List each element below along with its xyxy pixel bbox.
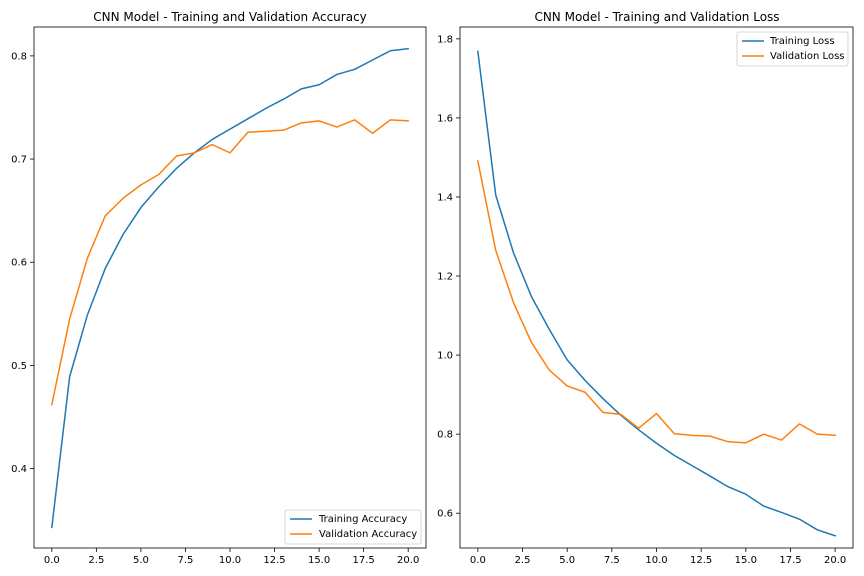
loss-x-tick-label: 12.5 (690, 555, 712, 566)
loss-x-tick-label: 2.5 (515, 555, 531, 566)
loss-y-tick-label: 0.6 (437, 509, 453, 520)
series-line-validation-loss (476, 160, 836, 444)
accuracy-x-tick-label: 17.5 (353, 555, 375, 566)
series-line-validation-accuracy (50, 119, 409, 406)
accuracy-y-axis: 0.4 0.5 0.6 0.7 0.8 (11, 51, 34, 475)
loss-y-tick-label: 1.0 (437, 351, 453, 362)
accuracy-x-tick-label: 20.0 (397, 555, 419, 566)
accuracy-legend: Training Accuracy Validation Accuracy (284, 509, 422, 545)
accuracy-chart-title: CNN Model - Training and Validation Accu… (93, 10, 367, 24)
loss-x-tick-label: 17.5 (779, 555, 801, 566)
loss-x-tick-label: 5.0 (559, 555, 575, 566)
legend-label-training-loss: Training Loss (769, 36, 835, 47)
loss-legend-box (736, 31, 849, 67)
loss-y-tick-label: 1.8 (437, 34, 453, 45)
loss-y-tick-label: 1.2 (437, 272, 453, 283)
loss-y-axis: 0.6 0.8 1.0 1.2 1.4 1.6 1.8 (437, 34, 460, 520)
legend-label-validation-accuracy: Validation Accuracy (319, 529, 417, 540)
accuracy-chart: CNN Model - Training and Validation Accu… (11, 10, 427, 566)
loss-chart: CNN Model - Training and Validation Loss… (437, 10, 854, 566)
accuracy-y-tick-label: 0.5 (11, 361, 27, 372)
accuracy-x-tick-label: 7.5 (178, 555, 194, 566)
accuracy-y-tick-label: 0.4 (11, 464, 27, 475)
loss-x-tick-label: 10.0 (645, 555, 667, 566)
loss-y-tick-label: 0.8 (437, 430, 453, 441)
accuracy-y-tick-label: 0.6 (11, 258, 27, 269)
accuracy-series (50, 47, 410, 529)
loss-x-tick-label: 7.5 (604, 555, 620, 566)
accuracy-x-tick-label: 10.0 (219, 555, 241, 566)
accuracy-x-tick-label: 12.5 (263, 555, 285, 566)
loss-y-tick-label: 1.4 (437, 192, 453, 203)
series-line-training-accuracy (50, 47, 410, 529)
accuracy-x-tick-label: 2.5 (88, 555, 104, 566)
loss-legend: Training Loss Validation Loss (736, 31, 849, 67)
loss-series (476, 50, 837, 537)
legend-label-training-accuracy: Training Accuracy (318, 514, 407, 525)
series-line-training-loss (477, 50, 837, 537)
accuracy-y-tick-label: 0.7 (11, 155, 27, 166)
loss-x-tick-label: 15.0 (735, 555, 757, 566)
loss-x-tick-label: 20.0 (824, 555, 846, 566)
loss-y-tick-label: 1.6 (437, 113, 453, 124)
loss-x-axis: 0.0 2.5 5.0 7.5 10.0 12.5 15.0 17.5 20.0 (470, 548, 846, 566)
accuracy-x-tick-label: 0.0 (44, 555, 60, 566)
loss-chart-title: CNN Model - Training and Validation Loss (534, 10, 779, 24)
accuracy-x-tick-label: 15.0 (308, 555, 330, 566)
loss-x-tick-label: 0.0 (470, 555, 486, 566)
legend-label-validation-loss: Validation Loss (770, 51, 845, 62)
accuracy-x-axis: 0.0 2.5 5.0 7.5 10.0 12.5 15.0 17.5 20.0 (44, 548, 419, 566)
accuracy-x-tick-label: 5.0 (133, 555, 149, 566)
accuracy-legend-box (284, 509, 422, 545)
accuracy-y-tick-label: 0.8 (11, 51, 27, 62)
